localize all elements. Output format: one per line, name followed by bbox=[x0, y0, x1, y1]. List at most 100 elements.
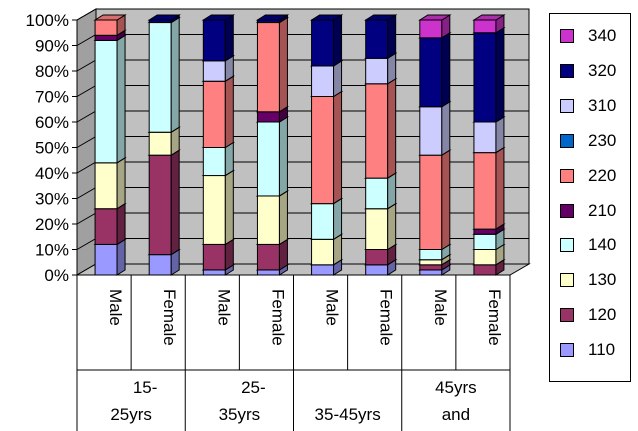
bar-segment-side bbox=[116, 202, 126, 246]
bar-segment bbox=[256, 195, 280, 245]
legend-swatch bbox=[560, 133, 574, 148]
bar-segment bbox=[419, 106, 443, 156]
legend-swatch bbox=[560, 168, 574, 183]
bar-segment bbox=[256, 243, 280, 271]
legend-item: 210 bbox=[560, 201, 616, 221]
bar-segment-top bbox=[309, 14, 344, 21]
bar-segment bbox=[419, 269, 443, 276]
y-tick-label: 0% bbox=[44, 266, 69, 285]
plot-floor bbox=[75, 263, 531, 276]
bar-segment-top bbox=[255, 14, 290, 21]
bar-segment bbox=[365, 19, 389, 59]
legend-item: 120 bbox=[560, 305, 616, 325]
legend-item: 110 bbox=[560, 340, 615, 360]
bar-segment bbox=[256, 111, 280, 123]
bar-segment bbox=[94, 19, 118, 36]
bar-segment bbox=[365, 208, 389, 250]
bars bbox=[93, 14, 506, 276]
bar-segment bbox=[202, 60, 226, 82]
legend-swatch bbox=[560, 238, 574, 253]
legend-label: 310 bbox=[588, 95, 617, 115]
category-label: Female bbox=[485, 289, 504, 346]
bar-segment bbox=[202, 147, 226, 177]
y-tick-label: 20% bbox=[35, 215, 69, 234]
back-wall bbox=[76, 8, 530, 276]
bar-segment-side bbox=[116, 34, 126, 164]
y-tick-label: 50% bbox=[35, 139, 69, 158]
y-tick-label: 30% bbox=[35, 190, 69, 209]
legend-swatch bbox=[560, 273, 574, 288]
bar-segment bbox=[473, 19, 497, 34]
legend-label: 230 bbox=[588, 130, 617, 150]
legend-label: 220 bbox=[588, 165, 617, 185]
bar-segment bbox=[94, 208, 118, 245]
category-label: Female bbox=[377, 289, 396, 346]
bar-segment bbox=[365, 264, 389, 276]
bar-segment bbox=[202, 269, 226, 276]
legend-label: 110 bbox=[588, 340, 616, 360]
bar-segment bbox=[311, 96, 335, 205]
bar-segment-side bbox=[333, 14, 343, 67]
bar-segment-top bbox=[93, 14, 127, 21]
bar-segment bbox=[202, 80, 226, 148]
group-label: 25- bbox=[241, 378, 266, 397]
legend-label: 210 bbox=[588, 200, 617, 220]
legend-label: 340 bbox=[588, 26, 617, 45]
bar-segment bbox=[311, 264, 335, 276]
legend-swatch bbox=[560, 308, 574, 323]
bar-segment-side bbox=[278, 16, 288, 113]
bar-segment-side bbox=[387, 172, 397, 210]
group-label: 15- bbox=[133, 378, 158, 397]
bar-segment bbox=[419, 259, 443, 266]
bar-segment-side bbox=[224, 14, 234, 62]
legend-swatch bbox=[560, 29, 574, 43]
y-tick-label: 70% bbox=[35, 88, 69, 107]
bar-segment-side bbox=[116, 238, 126, 276]
legend-swatch bbox=[560, 203, 574, 218]
group-label: 25yrs bbox=[110, 405, 152, 424]
category-label: Female bbox=[160, 289, 179, 346]
bar-segment-side bbox=[224, 169, 234, 246]
bar-segment bbox=[148, 22, 172, 133]
legend-swatch bbox=[560, 98, 574, 113]
chart-floor bbox=[75, 263, 531, 276]
bar-segment-side bbox=[387, 14, 397, 60]
bar-segment-side bbox=[495, 146, 505, 231]
bar-segment-top bbox=[472, 14, 506, 21]
bar-segment bbox=[202, 19, 226, 62]
bar-segment bbox=[419, 264, 443, 271]
y-axis: 0% 10% 20% 30% 40% 50% 60% 70% 80% 90% 100% bbox=[26, 11, 78, 285]
category-label: Female bbox=[268, 289, 287, 346]
bar-segment bbox=[473, 228, 497, 235]
legend-item: 220 bbox=[560, 166, 616, 186]
x-axis: Male Female Male Female Male Female Male Female… bbox=[76, 274, 511, 431]
bar-segment bbox=[311, 238, 335, 266]
bar-segment bbox=[94, 243, 118, 276]
bar-segment-side bbox=[116, 156, 126, 210]
bar-segment bbox=[473, 152, 497, 230]
bar-segment bbox=[256, 22, 280, 113]
bar-segment bbox=[202, 175, 226, 245]
bar-segment bbox=[419, 154, 443, 250]
bar-segment bbox=[148, 254, 172, 276]
bar-segment-side bbox=[441, 31, 451, 108]
bar-segment bbox=[148, 131, 172, 156]
bar-segment bbox=[419, 249, 443, 261]
category-label: Male bbox=[431, 289, 450, 326]
bar-segment-top bbox=[418, 14, 452, 21]
bar-segment bbox=[365, 83, 389, 179]
y-tick-label: 100% bbox=[26, 11, 69, 30]
bar-segment bbox=[365, 177, 389, 210]
bar-segment-side bbox=[387, 202, 397, 251]
legend-item: 130 bbox=[560, 270, 616, 290]
bar-segment bbox=[311, 19, 335, 67]
bar-segment bbox=[419, 37, 443, 108]
legend: 340 320 310 230 220 210 140 130 120 110 bbox=[549, 13, 631, 382]
bar-segment-side bbox=[278, 190, 288, 246]
bar-segment-top bbox=[363, 14, 398, 21]
y-tick-label: 90% bbox=[35, 37, 69, 56]
bar-segment bbox=[473, 32, 497, 123]
category-label: Male bbox=[323, 289, 342, 326]
bar-segment bbox=[94, 162, 118, 210]
